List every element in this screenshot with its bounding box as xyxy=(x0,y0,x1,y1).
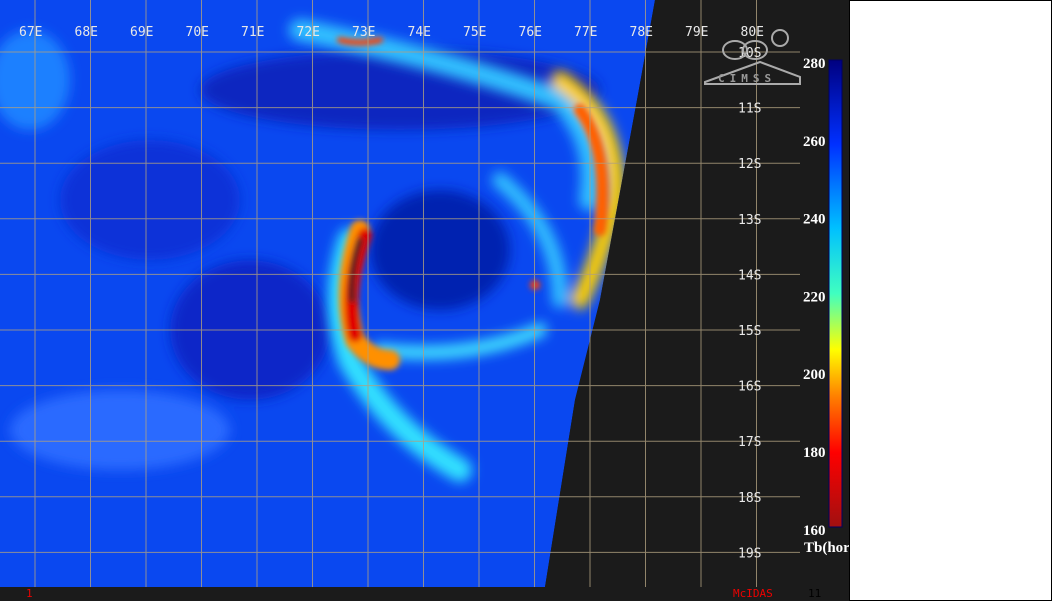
longitude-label: 79E xyxy=(685,25,708,40)
longitude-label: 77E xyxy=(574,25,597,40)
longitude-label: 67E xyxy=(19,25,42,40)
blank-side-panel xyxy=(849,0,1052,601)
logo-text: CIMSS xyxy=(718,72,776,85)
colorbar-tick-label: 260 xyxy=(803,134,826,150)
latitude-label: 13S xyxy=(738,213,761,228)
latitude-label: 18S xyxy=(738,491,761,506)
colorbar-tick-label: 180 xyxy=(803,445,826,461)
colorbar-title: Tb(horz) xyxy=(804,540,849,556)
latitude-label: 14S xyxy=(738,268,761,283)
longitude-label: 80E xyxy=(741,25,764,40)
longitude-label: 69E xyxy=(130,25,153,40)
longitude-label: 70E xyxy=(186,25,209,40)
latitude-label: 15S xyxy=(738,324,761,339)
latitude-label: 11S xyxy=(738,102,761,117)
lat-lon-grid xyxy=(0,0,800,587)
colorbar-tick-label: 200 xyxy=(803,367,826,383)
colorbar-tick-label: 160 xyxy=(803,523,826,539)
brightness-temperature-swath xyxy=(0,0,655,587)
longitude-label: 72E xyxy=(297,25,320,40)
longitude-label: 78E xyxy=(630,25,653,40)
latitude-label: 19S xyxy=(738,546,761,561)
latitude-label: 17S xyxy=(738,435,761,450)
longitude-label: 68E xyxy=(75,25,98,40)
longitude-label: 73E xyxy=(352,25,375,40)
software-label: McIDAS xyxy=(733,587,773,600)
colorbar-tick-label: 220 xyxy=(803,289,826,305)
longitude-label: 75E xyxy=(463,25,486,40)
colorbar-tick-label: 280 xyxy=(803,56,826,72)
longitude-label: 74E xyxy=(408,25,431,40)
colorbar xyxy=(828,59,843,528)
satellite-map: 67E 68E 69E 70E 71E 72E 73E 74E 75E 76E 77E 78E 79E 8… xyxy=(0,0,849,587)
frame-count: 11 xyxy=(808,587,822,600)
cimss-logo: CIMSS xyxy=(704,29,801,85)
latitude-label: 16S xyxy=(738,380,761,395)
colorbar-tick-label: 240 xyxy=(803,212,826,228)
longitude-label: 76E xyxy=(519,25,542,40)
longitude-label: 71E xyxy=(241,25,264,40)
latitude-label: 12S xyxy=(738,157,761,172)
frame-number: 1 xyxy=(26,587,33,600)
